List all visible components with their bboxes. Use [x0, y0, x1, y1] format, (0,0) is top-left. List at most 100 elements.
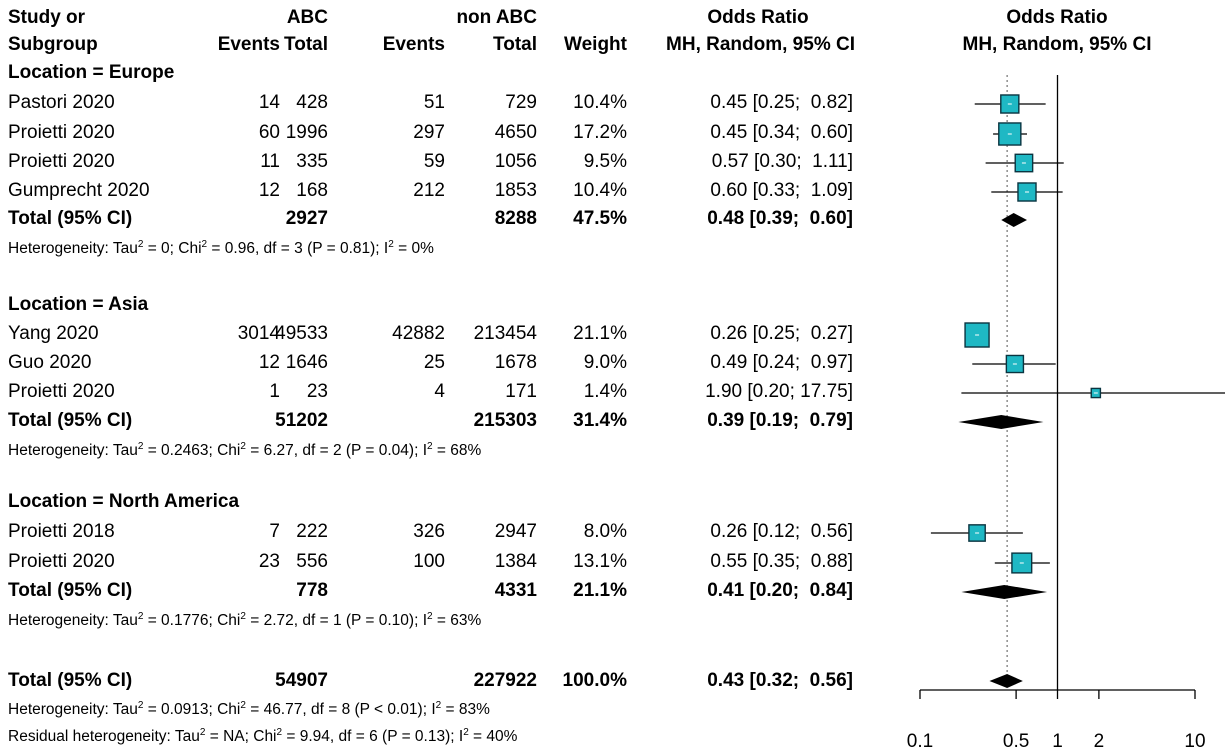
header-abc: ABC [286, 7, 328, 28]
study-name: Guo 2020 [8, 352, 92, 373]
subgroup-total-nonabc: 4331 [494, 580, 537, 601]
subgroup-total-weight: 31.4% [573, 410, 627, 431]
study-total-abc: 335 [296, 151, 328, 172]
study-events-abc: 1 [269, 381, 280, 402]
subgroup-heterogeneity: Heterogeneity: Tau2 = 0.2463; Chi2 = 6.2… [8, 441, 482, 460]
header-subgroup: Subgroup [8, 34, 98, 55]
overall-total-label: Total (95% CI) [8, 670, 133, 691]
study-total-nonabc: 729 [505, 92, 537, 113]
x-tick-label: 2 [1094, 731, 1105, 752]
study-total-nonabc: 171 [505, 381, 537, 402]
study-or-ci: 0.45 [0.25; 0.82] [710, 92, 853, 113]
study-total-nonabc: 1056 [494, 151, 537, 172]
residual-heterogeneity: Residual heterogeneity: Tau2 = NA; Chi2 … [8, 727, 518, 746]
study-events-abc: 60 [258, 122, 280, 143]
study-total-abc: 428 [296, 92, 328, 113]
overall-heterogeneity: Heterogeneity: Tau2 = 0.0913; Chi2 = 46.… [8, 700, 490, 719]
x-tick-label: 0.5 [1003, 731, 1029, 752]
study-or-ci: 0.49 [0.24; 0.97] [710, 352, 853, 373]
study-name: Proietti 2020 [8, 551, 115, 572]
overall-total-weight: 100.0% [562, 670, 627, 691]
x-tick-label: 1 [1052, 731, 1063, 752]
subgroup-diamond [961, 585, 1048, 599]
subgroup-total-or-ci: 0.48 [0.39; 0.60] [707, 208, 853, 229]
study-weight: 17.2% [573, 122, 627, 143]
study-or-ci: 0.60 [0.33; 1.09] [710, 180, 853, 201]
study-events-nonabc: 100 [413, 551, 445, 572]
subgroup-total-or-ci: 0.39 [0.19; 0.79] [707, 410, 853, 431]
study-total-abc: 23 [306, 381, 328, 402]
subgroup-diamond [1001, 213, 1027, 227]
subgroup-total-weight: 47.5% [573, 208, 627, 229]
study-weight: 13.1% [573, 551, 627, 572]
study-events-nonabc: 212 [413, 180, 445, 201]
subgroup-total-abc: 51202 [275, 410, 328, 431]
header-total-nonabc: Total [493, 34, 537, 55]
subgroup-label: Location = Asia [8, 294, 149, 315]
subgroup-total-nonabc: 215303 [473, 410, 537, 431]
x-tick-label: 0.1 [907, 731, 933, 752]
header-events-nonabc: Events [382, 34, 445, 55]
subgroup-total-label: Total (95% CI) [8, 410, 133, 431]
study-events-abc: 12 [258, 352, 280, 373]
study-events-abc: 11 [260, 151, 280, 172]
study-events-nonabc: 297 [413, 122, 445, 143]
overall-total-nonabc: 227922 [473, 670, 537, 691]
study-total-abc: 1996 [285, 122, 328, 143]
overall-total-abc: 54907 [275, 670, 328, 691]
study-events-nonabc: 51 [423, 92, 445, 113]
header-weight: Weight [564, 34, 627, 55]
study-events-abc: 12 [258, 180, 280, 201]
study-events-abc: 23 [258, 551, 280, 572]
study-total-nonabc: 1384 [494, 551, 537, 572]
study-weight-box [964, 322, 990, 348]
overall-diamond [989, 674, 1023, 688]
study-weight: 9.0% [583, 352, 627, 373]
subgroup-total-or-ci: 0.41 [0.20; 0.84] [707, 580, 853, 601]
study-events-abc: 3014 [237, 323, 280, 344]
study-total-abc: 168 [296, 180, 328, 201]
header-or: Odds Ratio [707, 7, 809, 28]
subgroup-total-abc: 2927 [285, 208, 328, 229]
study-weight: 1.4% [583, 381, 627, 402]
study-events-nonabc: 25 [423, 352, 445, 373]
study-or-ci: 0.57 [0.30; 1.11] [711, 151, 853, 172]
study-or-ci: 0.26 [0.25; 0.27] [710, 323, 853, 344]
subgroup-label: Location = North America [8, 491, 240, 512]
x-tick-label: 10 [1184, 731, 1205, 752]
study-weight: 21.1% [573, 323, 627, 344]
study-weight: 9.5% [583, 151, 627, 172]
subgroup-total-weight: 21.1% [573, 580, 627, 601]
study-total-abc: 222 [296, 521, 328, 542]
study-total-nonabc: 1853 [494, 180, 537, 201]
study-name: Proietti 2018 [8, 521, 115, 542]
study-name: Proietti 2020 [8, 151, 115, 172]
study-events-nonabc: 42882 [392, 323, 445, 344]
study-weight: 10.4% [573, 92, 627, 113]
subgroup-heterogeneity: Heterogeneity: Tau2 = 0; Chi2 = 0.96, df… [8, 239, 434, 258]
header-events-abc: Events [217, 34, 280, 55]
header-or-method: MH, Random, 95% CI [666, 34, 855, 55]
subgroup-total-label: Total (95% CI) [8, 208, 133, 229]
study-total-abc: 1646 [285, 352, 328, 373]
header-nonabc: non ABC [456, 7, 537, 28]
study-total-nonabc: 2947 [494, 521, 537, 542]
study-total-abc: 49533 [275, 323, 328, 344]
study-events-nonabc: 326 [413, 521, 445, 542]
study-events-abc: 7 [269, 521, 280, 542]
header-study: Study or [8, 7, 86, 28]
study-name: Yang 2020 [8, 323, 99, 344]
study-events-nonabc: 59 [423, 151, 445, 172]
study-total-nonabc: 213454 [473, 323, 537, 344]
study-or-ci: 0.55 [0.35; 0.88] [710, 551, 853, 572]
subgroup-heterogeneity: Heterogeneity: Tau2 = 0.1776; Chi2 = 2.7… [8, 611, 482, 630]
header-total-abc: Total [284, 34, 328, 55]
study-total-nonabc: 4650 [494, 122, 537, 143]
study-weight: 8.0% [583, 521, 627, 542]
study-name: Pastori 2020 [8, 92, 115, 113]
study-or-ci: 0.26 [0.12; 0.56] [710, 521, 853, 542]
plot-header-method: MH, Random, 95% CI [962, 34, 1152, 55]
study-total-nonabc: 1678 [494, 352, 537, 373]
study-events-abc: 14 [258, 92, 280, 113]
study-total-abc: 556 [296, 551, 328, 572]
